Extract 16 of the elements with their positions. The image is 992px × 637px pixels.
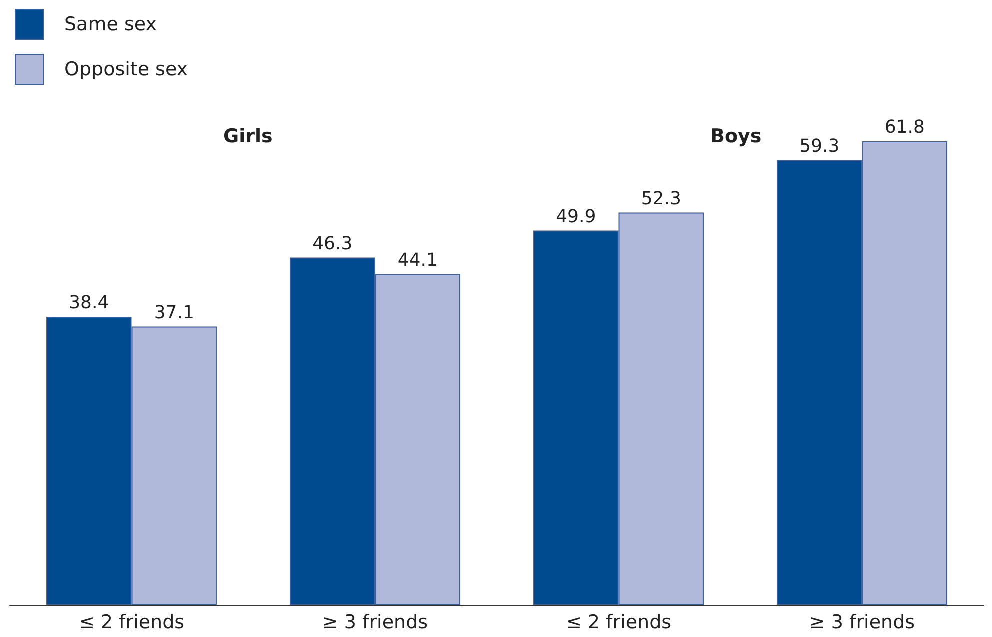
- data-label: 38.4: [69, 292, 110, 314]
- x-tick-label: ≤ 2 friends: [566, 612, 672, 634]
- annotation: Boys: [710, 126, 762, 148]
- x-tick-label: ≥ 3 friends: [322, 612, 428, 634]
- data-label: 49.9: [556, 206, 596, 228]
- x-tick-label: ≥ 3 friends: [809, 612, 916, 634]
- data-label: 37.1: [154, 302, 194, 324]
- data-label: 46.3: [312, 233, 353, 254]
- data-label: 52.3: [641, 188, 682, 210]
- x-tick-label: ≤ 2 friends: [78, 612, 185, 634]
- data-label: 59.3: [800, 136, 840, 157]
- data-label: 61.8: [884, 117, 925, 138]
- data-label: 44.1: [398, 250, 438, 271]
- annotation: Girls: [224, 126, 273, 148]
- legend-label: Opposite sex: [64, 58, 188, 80]
- legend-label: Same sex: [64, 14, 157, 36]
